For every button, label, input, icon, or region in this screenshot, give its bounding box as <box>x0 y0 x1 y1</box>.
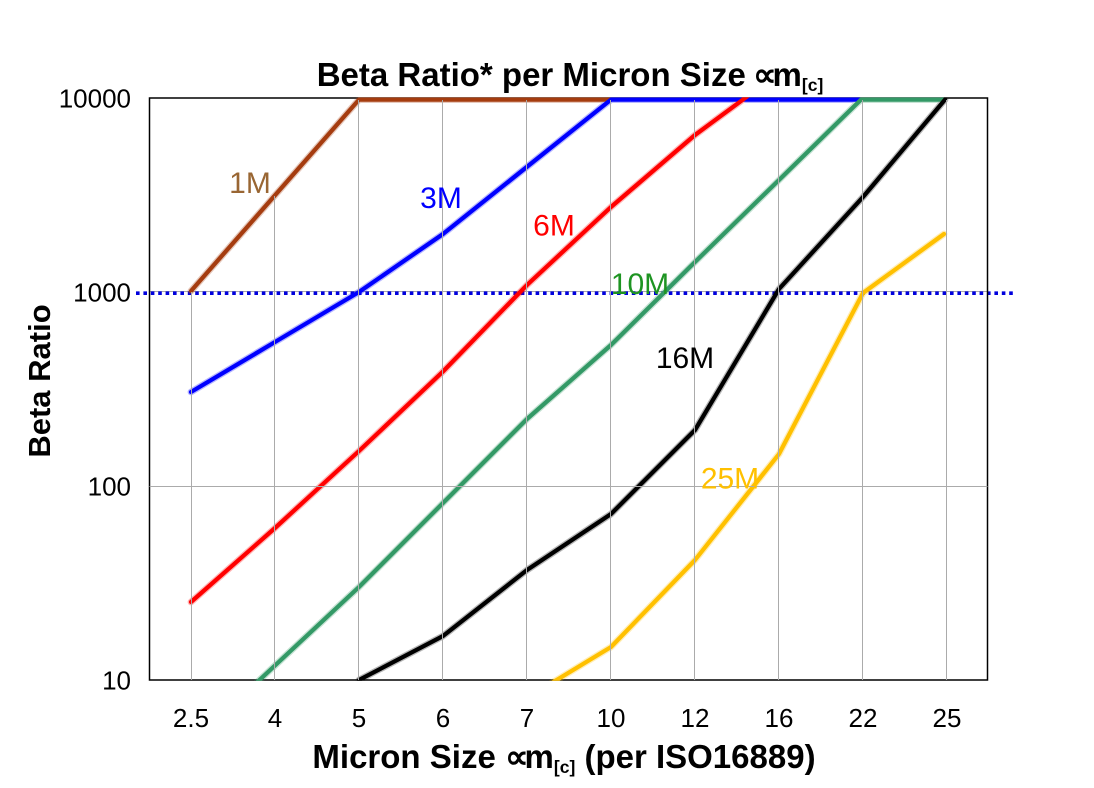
svg-text:5: 5 <box>352 703 366 733</box>
svg-text:100: 100 <box>88 472 131 502</box>
svg-text:16M: 16M <box>656 342 714 375</box>
svg-text:1M: 1M <box>229 167 271 200</box>
svg-text:Beta Ratio* per Micron Size ∝m: Beta Ratio* per Micron Size ∝m[c] <box>317 56 824 95</box>
svg-text:10000: 10000 <box>59 84 131 114</box>
svg-text:10: 10 <box>102 666 131 696</box>
svg-text:2.5: 2.5 <box>173 703 209 733</box>
svg-text:4: 4 <box>268 703 282 733</box>
svg-text:16: 16 <box>765 703 794 733</box>
svg-text:10M: 10M <box>611 268 669 301</box>
svg-text:12: 12 <box>681 703 710 733</box>
svg-text:1000: 1000 <box>73 278 131 308</box>
svg-text:10: 10 <box>597 703 626 733</box>
svg-text:Micron Size ∝m[c] (per ISO1688: Micron Size ∝m[c] (per ISO16889) <box>312 738 815 777</box>
svg-text:7: 7 <box>520 703 534 733</box>
svg-text:6: 6 <box>436 703 450 733</box>
svg-text:3M: 3M <box>420 182 462 215</box>
svg-text:25M: 25M <box>701 463 759 496</box>
svg-text:22: 22 <box>849 703 878 733</box>
svg-text:Beta Ratio: Beta Ratio <box>22 304 57 457</box>
svg-text:6M: 6M <box>533 210 575 243</box>
svg-text:25: 25 <box>933 703 962 733</box>
